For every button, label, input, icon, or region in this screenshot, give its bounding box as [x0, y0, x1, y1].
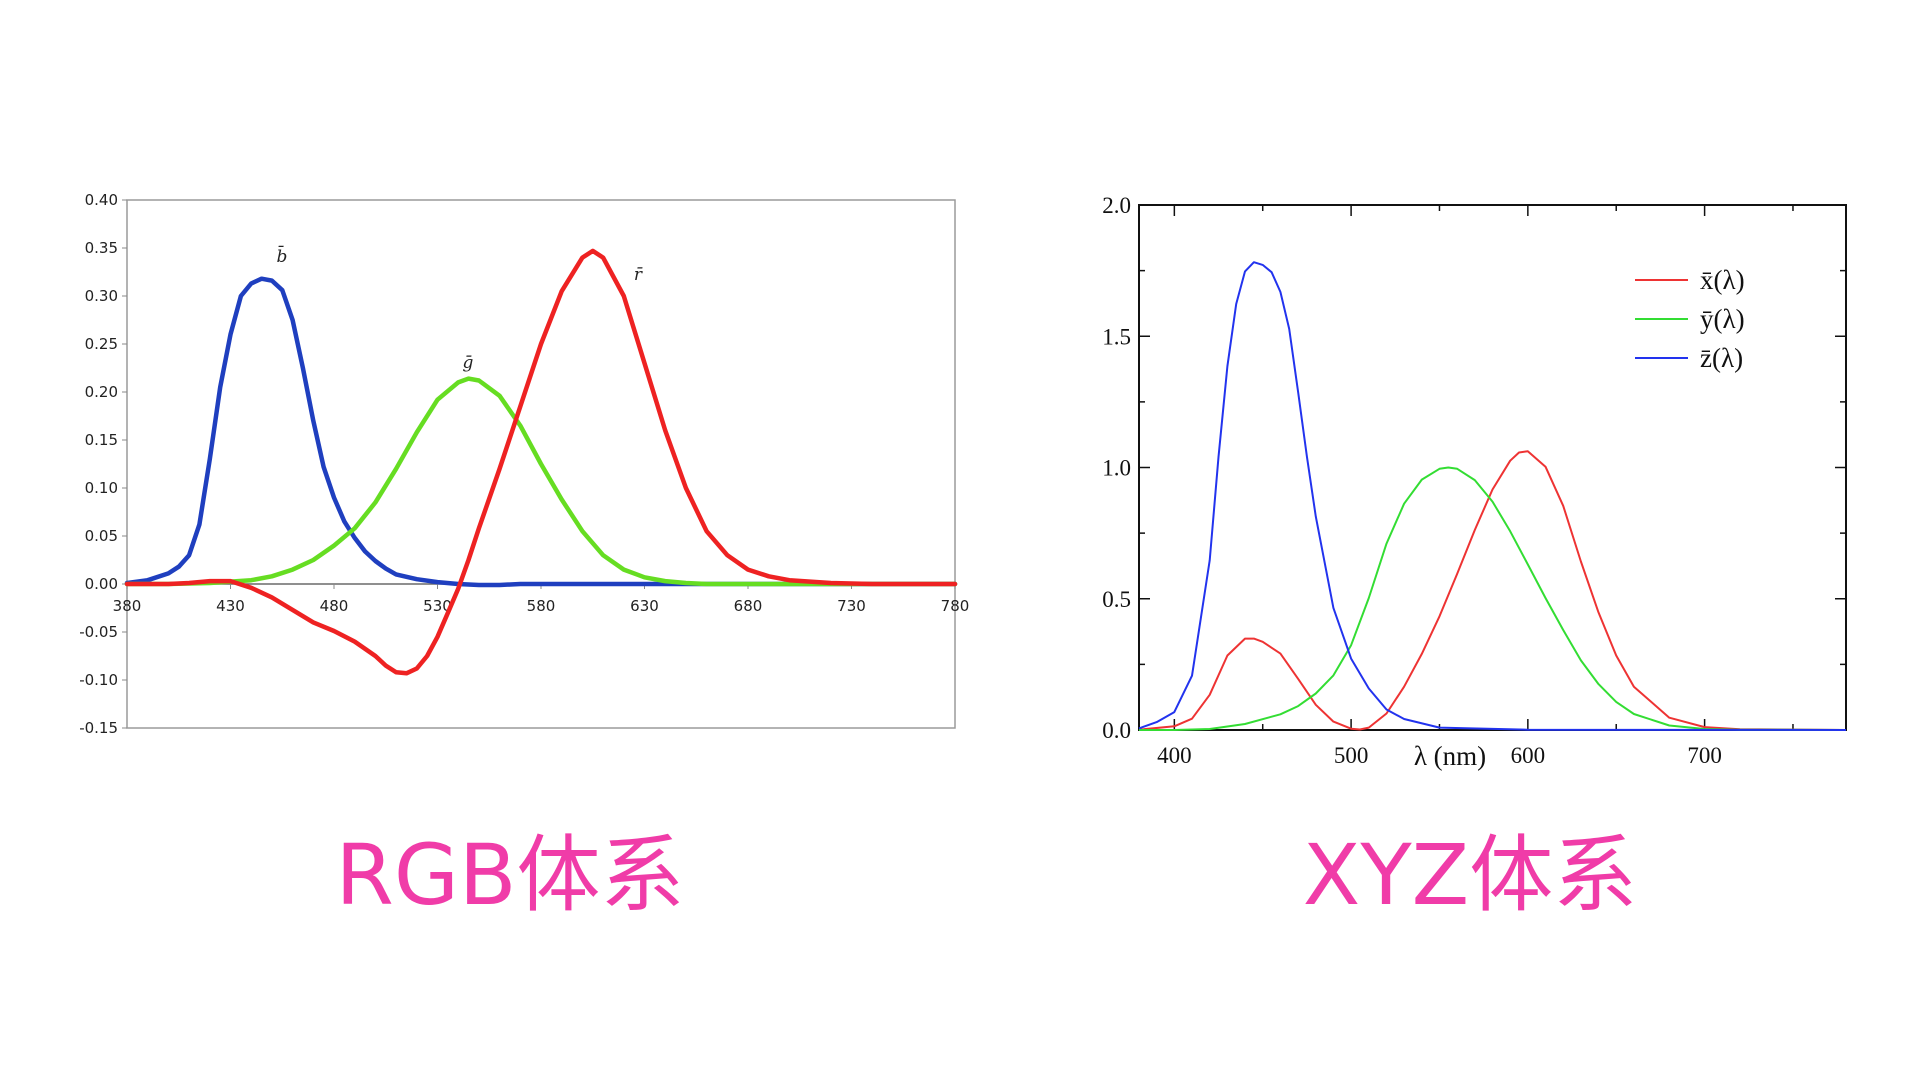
- rgb-y-tick-label: -0.05: [79, 623, 118, 641]
- xyz-y-tick-label: 1.5: [1102, 324, 1131, 349]
- rgb-series-line: [124, 248, 958, 676]
- rgb-series-label: b̄: [277, 244, 288, 267]
- xyz-caption: XYZ体系: [1302, 826, 1638, 924]
- xyz-x-tick-label: 400: [1157, 743, 1192, 768]
- xyz-y-tick-label: 1.0: [1102, 456, 1131, 481]
- rgb-series-line: [124, 276, 958, 588]
- xyz-x-tick-label: 600: [1511, 743, 1546, 768]
- xyz-legend-label: ȳ(λ): [1700, 304, 1745, 334]
- xyz-series-line: [1138, 450, 1847, 731]
- rgb-x-tick-label: 780: [941, 597, 970, 615]
- rgb-y-tick-label: -0.15: [79, 719, 118, 737]
- rgb-x-tick-label: 730: [837, 597, 866, 615]
- rgb-y-tick-label: 0.00: [85, 575, 118, 593]
- xyz-x-tick-label: 500: [1334, 743, 1369, 768]
- xyz-x-axis-label: λ (nm): [1414, 741, 1486, 771]
- xyz-plot-frame: [1138, 204, 1847, 731]
- rgb-y-tick-label: 0.10: [85, 479, 118, 497]
- xyz-x-tick-label: 700: [1687, 743, 1722, 768]
- rgb-x-tick-label: 530: [423, 597, 452, 615]
- rgb-x-tick-label: 580: [527, 597, 556, 615]
- rgb-series-line: [124, 376, 958, 587]
- xyz-legend-label: z̄(λ): [1700, 343, 1743, 373]
- xyz-legend-label: x̄(λ): [1700, 265, 1745, 295]
- xyz-y-tick-label: 2.0: [1102, 193, 1131, 218]
- rgb-y-tick-label: 0.25: [85, 335, 118, 353]
- rgb-x-tick-label: 380: [113, 597, 142, 615]
- rgb-x-tick-label: 430: [216, 597, 245, 615]
- xyz-series-line: [1138, 261, 1847, 731]
- rgb-caption: RGB体系: [335, 826, 685, 924]
- rgb-series-label: r̄: [634, 265, 643, 285]
- xyz-y-tick-label: 0.5: [1102, 587, 1131, 612]
- rgb-y-tick-label: 0.40: [85, 191, 118, 209]
- rgb-x-tick-label: 680: [734, 597, 763, 615]
- rgb-y-tick-label: 0.30: [85, 287, 118, 305]
- xyz-series-line: [1139, 466, 1847, 731]
- rgb-x-tick-label: 480: [320, 597, 349, 615]
- rgb-y-tick-label: 0.20: [85, 383, 118, 401]
- rgb-y-tick-label: -0.10: [79, 671, 118, 689]
- rgb-y-tick-label: 0.35: [85, 239, 118, 257]
- rgb-y-tick-label: 0.15: [85, 431, 118, 449]
- rgb-x-tick-label: 630: [630, 597, 659, 615]
- xyz-y-tick-label: 0.0: [1102, 718, 1131, 743]
- rgb-series-label: ḡ: [463, 353, 474, 373]
- rgb-y-tick-label: 0.05: [85, 527, 118, 545]
